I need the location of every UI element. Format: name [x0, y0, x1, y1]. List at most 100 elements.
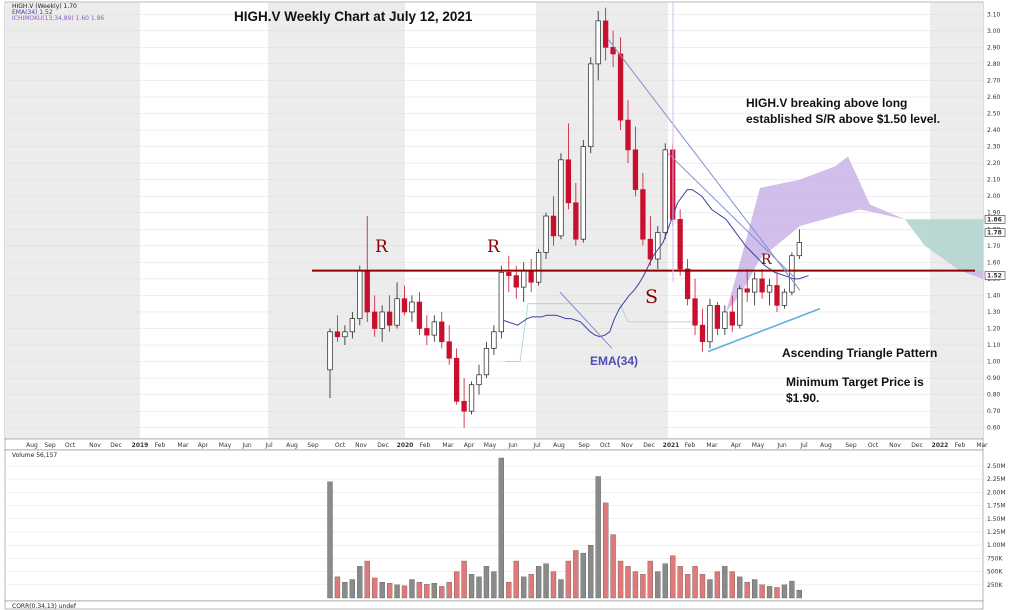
ema-line-group	[502, 189, 809, 338]
ema-annotation: EMA(34)	[590, 354, 638, 368]
date-tick-4: Dec	[110, 442, 122, 449]
volume-bar-55	[737, 576, 743, 599]
cloud-span-line	[505, 303, 700, 362]
date-tick-33: May	[752, 442, 765, 449]
candle-21	[483, 347, 490, 376]
price-tick-25: 3.10	[987, 11, 1001, 18]
volume-bar-23	[498, 457, 505, 599]
price-tick-19: 2.50	[987, 111, 1001, 118]
volume-bars	[327, 457, 802, 599]
volume-bar-37	[603, 502, 609, 599]
candle-4	[357, 270, 363, 319]
date-tick-9: May	[219, 442, 232, 449]
price-label-0: 1.86	[987, 216, 1002, 223]
price-tick-10: 1.60	[987, 259, 1001, 266]
date-tick-25: Sep	[578, 442, 590, 449]
legend-volume: Volume 56,157	[12, 452, 57, 459]
resistance-mark-1: R	[375, 237, 389, 257]
price-tick-13: 1.90	[987, 210, 1001, 217]
volume-bar-20	[476, 576, 482, 599]
date-tick-30: Feb	[685, 442, 696, 449]
candle-3	[349, 318, 355, 333]
candle-13	[424, 328, 430, 336]
candle-25	[513, 275, 519, 288]
trend-line-1	[607, 38, 801, 291]
candle-63	[796, 242, 802, 257]
candle-47	[677, 218, 683, 270]
resistance-mark-2: R	[487, 237, 501, 257]
date-tick-31: Mar	[706, 442, 718, 449]
vol-tick-1: 500K	[987, 569, 1003, 576]
candle-34	[580, 146, 586, 240]
candle-23	[498, 271, 504, 333]
volume-bar-16	[446, 582, 452, 599]
target-annotation-line1: Minimum Target Price is	[786, 375, 924, 389]
ema-line	[502, 189, 809, 338]
candle-14	[431, 321, 437, 336]
volume-bar-61	[781, 584, 788, 599]
price-tick-11: 1.70	[987, 243, 1001, 250]
trend-line-2	[667, 152, 797, 280]
cloud-purple	[726, 156, 983, 312]
vol-tick-2: 750K	[987, 555, 1003, 562]
volume-bar-43	[647, 560, 653, 599]
date-tick-0: Aug	[26, 442, 38, 449]
candle-36	[595, 20, 601, 65]
volume-bar-35	[588, 545, 594, 599]
price-tick-24: 3.00	[987, 28, 1001, 35]
volume-bar-12	[416, 582, 423, 599]
candle-53	[722, 311, 728, 329]
candle-52	[714, 304, 721, 329]
date-tick-27: Nov	[621, 442, 633, 449]
breakout-annotation-line2: established S/R above $1.50 level.	[746, 112, 940, 126]
support-mark: S	[645, 286, 658, 308]
volume-bar-11	[409, 579, 415, 599]
date-tick-11: Jul	[264, 442, 273, 449]
volume-bar-57	[752, 579, 758, 599]
volume-bar-1	[334, 576, 341, 599]
volume-bar-19	[468, 574, 475, 599]
candle-12	[416, 301, 423, 329]
volume-bar-50	[699, 574, 706, 599]
date-tick-17: 2020	[397, 442, 414, 449]
volume-bar-22	[491, 571, 497, 599]
volume-bar-49	[692, 566, 698, 599]
candle-11	[409, 301, 415, 313]
date-tick-41: 2022	[932, 442, 949, 449]
volume-bar-18	[461, 560, 467, 599]
candle-44	[655, 232, 661, 260]
candle-6	[372, 311, 378, 329]
ascending-support-line	[707, 307, 821, 353]
date-tick-14: Oct	[335, 442, 346, 449]
date-tick-19: Mar	[442, 442, 454, 449]
volume-bar-24	[506, 582, 512, 599]
candle-2	[342, 331, 348, 338]
date-tick-42: Feb	[955, 442, 966, 449]
price-tick-4: 1.00	[987, 359, 1001, 366]
volume-bar-47	[677, 566, 683, 599]
date-tick-12: Aug	[286, 442, 298, 449]
date-tick-3: Nov	[89, 442, 101, 449]
breakout-annotation-line1: HIGH.V breaking above long	[746, 96, 907, 110]
price-tick-21: 2.70	[987, 77, 1001, 84]
date-tick-21: May	[484, 442, 497, 449]
volume-bar-10	[401, 585, 408, 599]
candle-5	[364, 270, 370, 313]
date-tick-29: 2021	[663, 442, 680, 449]
candle-42	[640, 189, 646, 240]
legend-main-line1: HIGH.V (Weekly) 1.70	[12, 3, 77, 10]
date-tick-43: Mar	[976, 442, 988, 449]
price-tick-15: 2.10	[987, 177, 1001, 184]
volume-bar-42	[640, 574, 646, 599]
candle-33	[573, 202, 579, 240]
candle-17	[454, 357, 460, 402]
date-tick-1: Sep	[44, 442, 56, 449]
date-tick-36: Aug	[820, 442, 832, 449]
date-tick-22: Jun	[507, 442, 518, 449]
candle-29	[543, 215, 549, 253]
volume-bar-40	[625, 566, 631, 599]
volume-bar-2	[342, 582, 348, 599]
volume-bar-54	[729, 571, 735, 599]
date-tick-13: Sep	[307, 442, 319, 449]
